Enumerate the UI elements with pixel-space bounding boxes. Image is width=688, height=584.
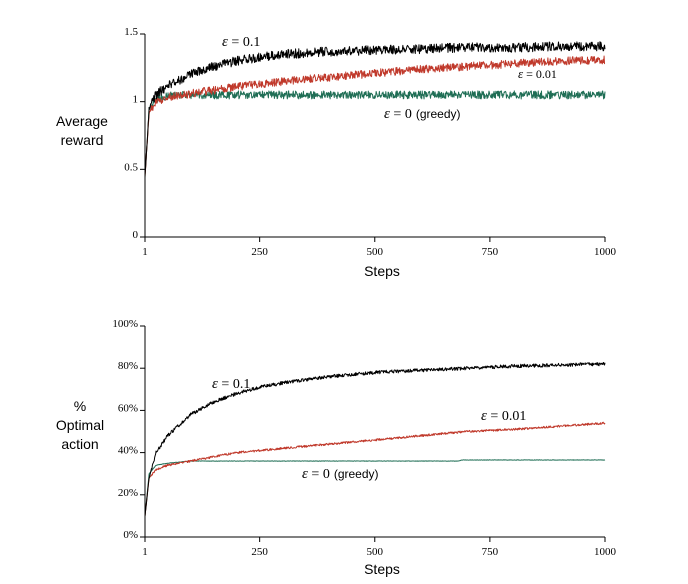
annotation-value: = 0 <box>390 107 412 122</box>
x-axis-label: Steps <box>364 263 400 279</box>
epsilon-symbol: ε <box>518 66 524 81</box>
x-tick-label: 750 <box>482 246 499 258</box>
y-tick-label: 60% <box>118 402 138 414</box>
x-tick-label: 750 <box>482 546 499 558</box>
annotation-epsilon-0.1: ε = 0.1 <box>212 376 250 392</box>
annotation-epsilon-0-greedy: ε = 0 (greedy) <box>302 466 379 482</box>
epsilon-symbol: ε <box>222 34 228 50</box>
x-tick-label: 500 <box>367 246 384 258</box>
y-tick-label: 100% <box>112 318 138 330</box>
y-tick-label: 1 <box>133 94 139 106</box>
optimal-action-chart: 0% 20% 40% 60% 80% 100% 1 250 500 750 1000 % Optim… <box>56 318 617 577</box>
y-tick-label: 80% <box>118 360 138 372</box>
y-axis-label-line-2: reward <box>61 132 104 148</box>
series-lines <box>144 361 606 537</box>
axis-ticks: 0% 20% 40% 60% 80% 100% 1 250 500 750 1000 <box>112 318 616 558</box>
x-tick-label: 250 <box>251 546 268 558</box>
y-tick-label: 40% <box>118 445 138 457</box>
x-tick-label: 1000 <box>594 546 617 558</box>
annotation-value: = 0.01 <box>487 409 526 424</box>
y-tick-label: 20% <box>118 487 138 499</box>
series-line <box>144 90 606 237</box>
x-tick-label: 1 <box>142 246 148 258</box>
axis-ticks: 0 0.5 1 1.5 1 250 500 750 1000 <box>124 26 616 258</box>
series-lines <box>144 41 606 237</box>
annotation-value: = 0.1 <box>218 377 250 392</box>
epsilon-symbol: ε <box>384 106 390 122</box>
series-line <box>144 41 606 237</box>
y-axis-label-line-1: % <box>74 398 86 414</box>
annotation-epsilon-0-greedy: ε = 0 (greedy) <box>384 106 461 122</box>
annotation-epsilon-0.01: ε = 0.01 <box>481 408 526 424</box>
y-tick-label: 0% <box>123 529 138 541</box>
annotation-value: = 0 <box>308 467 330 482</box>
annotation-suffix: (greedy) <box>416 107 461 121</box>
y-tick-label: 0 <box>133 229 139 241</box>
x-tick-label: 500 <box>367 546 384 558</box>
y-tick-label: 0.5 <box>124 161 138 173</box>
y-tick-label: 1.5 <box>124 26 138 38</box>
annotation-suffix: (greedy) <box>334 467 379 481</box>
x-axis-label: Steps <box>364 561 400 577</box>
y-axis-label-line-2: Optimal <box>56 417 104 433</box>
y-axis-label-line-3: action <box>61 436 98 452</box>
series-line <box>144 55 606 237</box>
series-line <box>144 361 606 537</box>
annotation-epsilon-0.1: ε = 0.1 <box>222 34 260 50</box>
series-line <box>144 421 606 537</box>
x-tick-label: 1 <box>142 546 148 558</box>
annotation-value: = 0.01 <box>523 67 557 81</box>
x-tick-label: 1000 <box>594 246 617 258</box>
annotation-epsilon-0.01: ε = 0.01 <box>518 66 557 81</box>
x-tick-label: 250 <box>251 246 268 258</box>
average-reward-chart: 0 0.5 1 1.5 1 250 500 750 1000 Average reward St… <box>56 26 616 279</box>
epsilon-symbol: ε <box>302 466 308 482</box>
y-axis-label-line-1: Average <box>56 113 108 129</box>
epsilon-symbol: ε <box>212 376 218 392</box>
epsilon-symbol: ε <box>481 408 487 424</box>
series-line <box>144 459 606 537</box>
annotation-value: = 0.1 <box>228 35 260 50</box>
